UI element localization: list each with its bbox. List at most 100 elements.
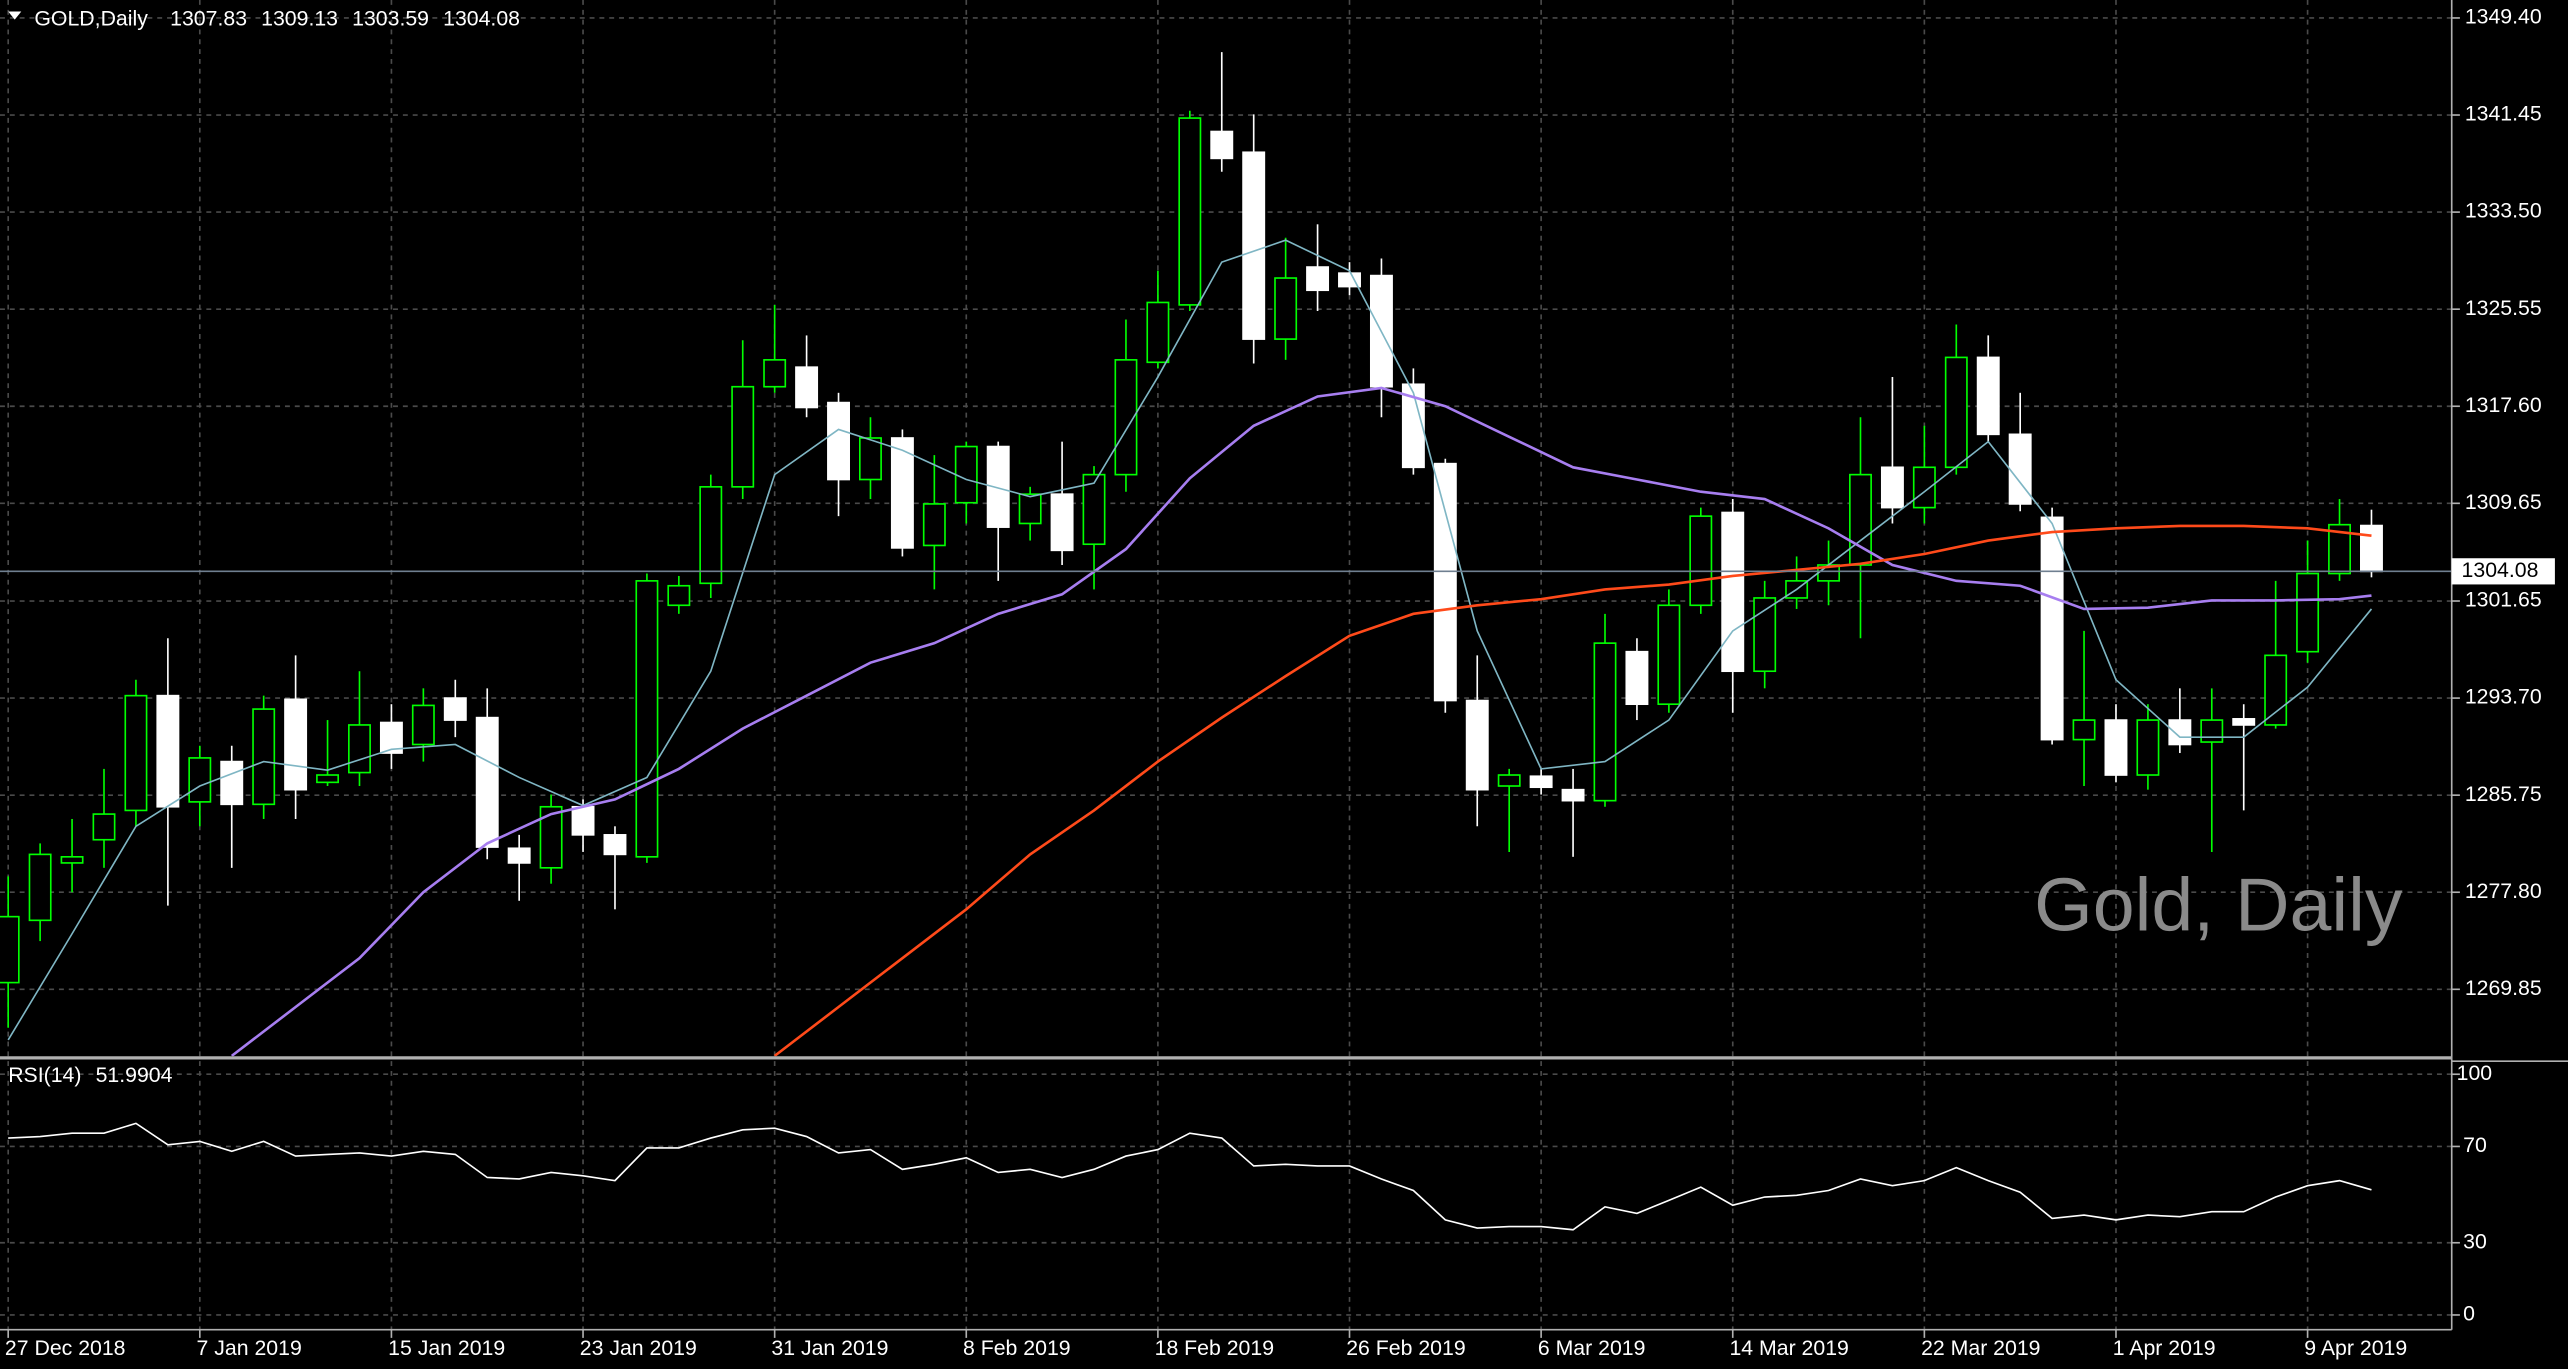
candle-body: [1274, 277, 1298, 340]
x-tick-label: 23 Jan 2019: [580, 1336, 697, 1360]
candle-body: [316, 774, 340, 784]
candle-body: [539, 805, 563, 869]
y-tick-label: 1349.40: [2465, 5, 2542, 29]
candle-body: [1338, 272, 1361, 288]
candle-body: [699, 486, 723, 585]
candle-body: [1753, 597, 1777, 673]
candle-body: [2328, 523, 2351, 575]
rsi-header: RSI(14) 51.9904: [8, 1063, 172, 1087]
x-tick-label: 27 Dec 2018: [5, 1336, 126, 1360]
candle-body: [954, 445, 978, 504]
rsi-line: [8, 1122, 2372, 1231]
symbol-title: GOLD,Daily: [34, 6, 148, 30]
candle-body: [475, 716, 499, 848]
candle-body: [1306, 266, 1330, 292]
candle-body: [731, 385, 755, 488]
candle-body: [284, 698, 308, 791]
rsi-tick-label: 70: [2463, 1133, 2487, 1157]
candle-body: [1178, 117, 1202, 306]
rsi-tick-label: 0: [2463, 1302, 2475, 1326]
candle-body: [1146, 301, 1170, 364]
candle-body: [2296, 572, 2320, 653]
candle-body: [1114, 359, 1138, 476]
rsi-title: RSI(14): [8, 1063, 81, 1087]
watermark: Gold, Daily: [2034, 862, 2403, 946]
candle-body: [411, 704, 435, 746]
rsi-tick-label: 30: [2463, 1229, 2487, 1253]
candle-body: [890, 437, 914, 549]
candle-body: [1657, 604, 1681, 706]
candle-body: [763, 359, 787, 388]
price-tag-label: 1304.08: [2462, 558, 2539, 582]
candle-body: [1944, 356, 1968, 469]
candle-body: [1689, 515, 1713, 607]
rsi-panel: [8, 1122, 2372, 1231]
y-tick-label: 1325.55: [2465, 296, 2542, 320]
candle-body: [922, 503, 946, 547]
candle-body: [0, 915, 20, 984]
price-panel: [0, 52, 2452, 1057]
candle-body: [571, 805, 595, 836]
candle-body: [2232, 718, 2256, 726]
candle-body: [795, 366, 819, 409]
candle-body: [2008, 433, 2032, 505]
rsi-tick-label: 100: [2457, 1061, 2492, 1085]
candle-body: [1529, 775, 1553, 789]
candle-body: [348, 724, 371, 774]
candle-body: [859, 437, 882, 481]
candle-body: [1210, 130, 1234, 160]
open-value: 1307.83: [170, 6, 247, 30]
candle-body: [827, 401, 850, 481]
candle-body: [2104, 719, 2128, 776]
y-tick-label: 1317.60: [2465, 393, 2542, 417]
moving-average: [230, 386, 2372, 1057]
rsi-value: 51.9904: [96, 1063, 173, 1087]
y-tick-label: 1277.80: [2465, 879, 2542, 903]
x-tick-label: 7 Jan 2019: [197, 1336, 302, 1360]
y-tick-label: 1285.75: [2465, 782, 2542, 806]
candle-body: [379, 721, 403, 754]
candle-body: [188, 757, 212, 803]
candle-body: [2264, 654, 2288, 726]
candle-body: [124, 694, 148, 812]
candle-body: [443, 697, 467, 721]
candle-body: [1050, 493, 1074, 552]
candle-body: [1880, 466, 1904, 509]
candle-body: [2136, 719, 2160, 776]
candle-body: [1593, 642, 1617, 802]
header: GOLD,Daily 1307.83 1309.13 1303.59 1304.…: [34, 6, 520, 30]
candle-body: [603, 834, 627, 856]
candle-body: [1401, 383, 1425, 469]
y-tick-label: 1333.50: [2465, 199, 2542, 223]
moving-average: [7, 239, 2373, 1041]
candle-body: [1018, 493, 1042, 525]
candle-body: [1721, 511, 1745, 673]
menu-arrow[interactable]: [8, 11, 22, 20]
y-tick-label: 1269.85: [2465, 976, 2542, 1000]
x-tick-label: 14 Mar 2019: [1729, 1336, 1848, 1360]
x-tick-label: 9 Apr 2019: [2304, 1336, 2407, 1360]
candle-body: [220, 760, 244, 806]
x-tick-label: 6 Mar 2019: [1538, 1336, 1646, 1360]
candle-body: [1497, 774, 1521, 787]
candle-body: [1561, 788, 1585, 802]
candle-body: [2168, 719, 2192, 746]
y-tick-label: 1293.70: [2465, 685, 2542, 709]
candle-body: [60, 856, 84, 864]
candle-body: [1912, 466, 1936, 509]
x-tick-label: 22 Mar 2019: [1921, 1336, 2040, 1360]
price-tag: [2451, 558, 2555, 585]
high-value: 1309.13: [261, 6, 338, 30]
candle-body: [156, 694, 180, 808]
candle-body: [507, 847, 531, 864]
candle-body: [2040, 516, 2064, 741]
candle-body: [635, 580, 659, 858]
x-tick-label: 15 Jan 2019: [388, 1336, 505, 1360]
x-tick-label: 18 Feb 2019: [1155, 1336, 1274, 1360]
candle-body: [1976, 356, 2000, 436]
candle-body: [1242, 151, 1266, 340]
y-tick-label: 1301.65: [2465, 588, 2542, 612]
candle-body: [1082, 473, 1106, 546]
